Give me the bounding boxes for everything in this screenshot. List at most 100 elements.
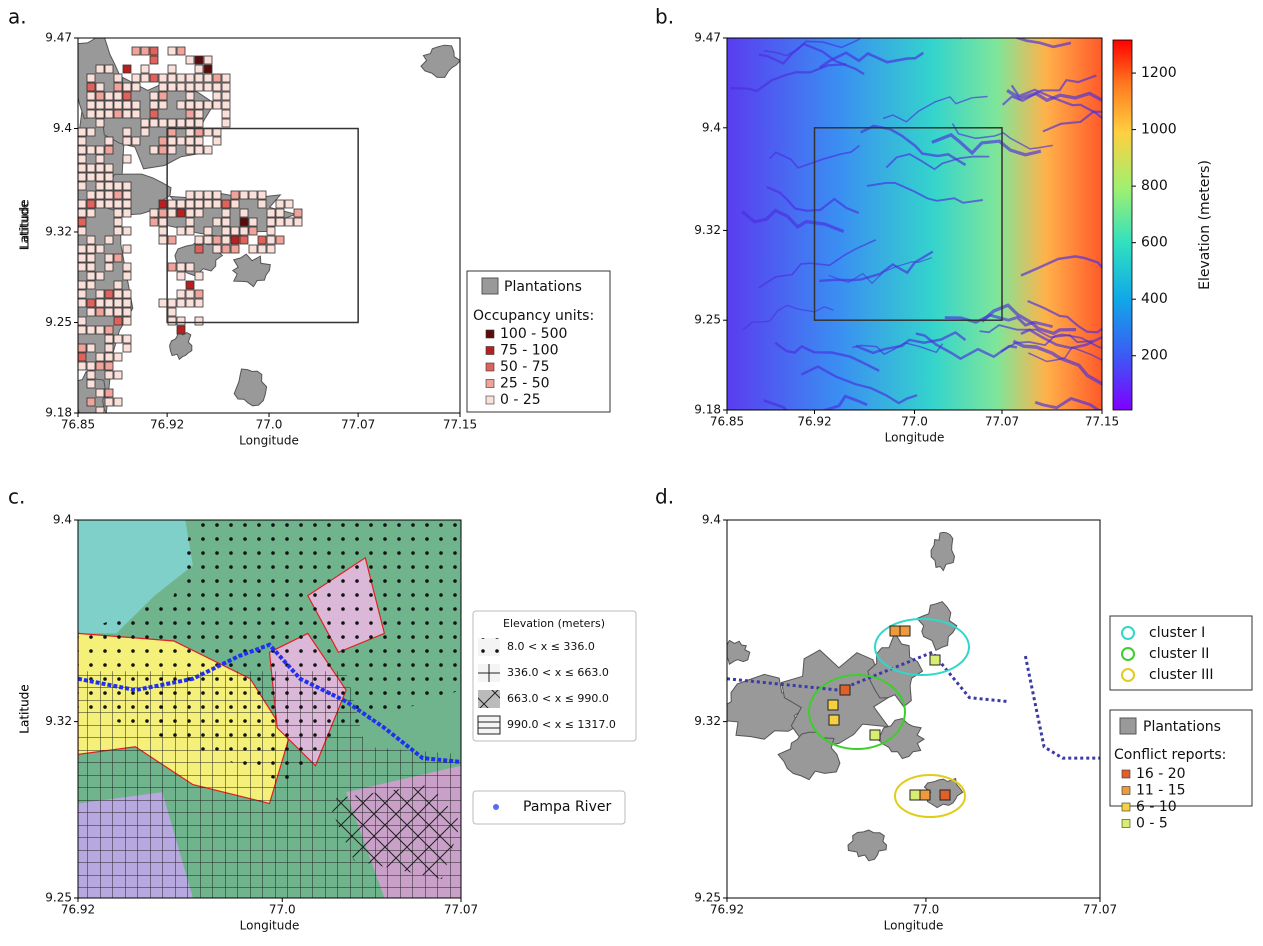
occupancy-cell xyxy=(114,299,122,307)
occupancy-cell xyxy=(87,200,95,208)
occupancy-cell xyxy=(105,290,113,298)
occupancy-cell xyxy=(105,299,113,307)
occupancy-cell xyxy=(276,200,284,208)
occupancy-cell xyxy=(96,362,104,370)
occupancy-cell xyxy=(186,74,194,82)
occupancy-cell xyxy=(132,83,140,91)
panel-label: c. xyxy=(8,485,25,509)
legend-swatch xyxy=(486,363,494,371)
y-tick-label: 9.25 xyxy=(694,313,721,327)
occupancy-cell xyxy=(213,74,221,82)
occupancy-cell xyxy=(168,200,176,208)
occupancy-cell xyxy=(222,236,230,244)
occupancy-cell xyxy=(96,65,104,73)
legend-swatch xyxy=(486,380,494,388)
occupancy-cell xyxy=(159,209,167,217)
legend-label: 100 - 500 xyxy=(500,326,567,342)
occupancy-cell xyxy=(240,191,248,199)
occupancy-cell xyxy=(231,245,239,253)
occupancy-cell xyxy=(258,236,266,244)
occupancy-cell xyxy=(240,209,248,217)
occupancy-cell xyxy=(105,164,113,172)
legend-swatch xyxy=(1122,787,1130,795)
legend-label: 663.0 < x ≤ 990.0 xyxy=(507,692,609,705)
occupancy-cell xyxy=(186,263,194,271)
occupancy-cell xyxy=(204,56,212,64)
occupancy-cell xyxy=(159,137,167,145)
occupancy-cell xyxy=(150,101,158,109)
occupancy-cell xyxy=(114,317,122,325)
occupancy-cell xyxy=(168,299,176,307)
occupancy-cell xyxy=(150,74,158,82)
conflict-site xyxy=(910,790,920,800)
occupancy-cell xyxy=(96,164,104,172)
occupancy-cell xyxy=(78,290,86,298)
occupancy-cell xyxy=(105,344,113,352)
occupancy-cell xyxy=(168,65,176,73)
x-axis-label: Longitude xyxy=(885,431,945,445)
legend-label: 25 - 50 xyxy=(500,376,550,392)
occupancy-cell xyxy=(87,254,95,262)
occupancy-cell xyxy=(267,209,275,217)
occupancy-cell xyxy=(159,299,167,307)
legend-label: 11 - 15 xyxy=(1136,783,1186,799)
occupancy-cell xyxy=(213,218,221,226)
conflict-site xyxy=(930,655,940,665)
occupancy-cell xyxy=(168,209,176,217)
occupancy-cell xyxy=(195,290,203,298)
occupancy-cell xyxy=(114,83,122,91)
occupancy-cell xyxy=(123,191,131,199)
occupancy-cell xyxy=(159,101,167,109)
legend-swatch xyxy=(1120,718,1136,734)
occupancy-cell xyxy=(105,182,113,190)
occupancy-cell xyxy=(123,263,131,271)
occupancy-cell xyxy=(204,74,212,82)
occupancy-cell xyxy=(114,281,122,289)
occupancy-cell xyxy=(78,200,86,208)
occupancy-cell xyxy=(105,92,113,100)
occupancy-cell xyxy=(204,65,212,73)
occupancy-cell xyxy=(105,398,113,406)
occupancy-cell xyxy=(276,209,284,217)
occupancy-cell xyxy=(186,56,194,64)
occupancy-cell xyxy=(213,245,221,253)
occupancy-cell xyxy=(114,218,122,226)
legend-label: 336.0 < x ≤ 663.0 xyxy=(507,666,609,679)
plantation xyxy=(778,732,840,779)
occupancy-cell xyxy=(177,137,185,145)
occupancy-cell xyxy=(141,128,149,136)
occupancy-cell xyxy=(123,92,131,100)
occupancy-cell xyxy=(222,101,230,109)
occupancy-cell xyxy=(87,101,95,109)
occupancy-cell xyxy=(87,398,95,406)
occupancy-cell xyxy=(213,200,221,208)
occupancy-cell xyxy=(177,83,185,91)
colorbar-tick-label: 800 xyxy=(1141,178,1168,194)
occupancy-cell xyxy=(78,173,86,181)
occupancy-cell xyxy=(222,227,230,235)
occupancy-cell xyxy=(168,263,176,271)
legend-swatch xyxy=(486,396,494,404)
legend-label: cluster III xyxy=(1149,667,1213,683)
occupancy-cell xyxy=(168,119,176,127)
occupancy-cell xyxy=(177,290,185,298)
occupancy-cell xyxy=(105,173,113,181)
occupancy-cell xyxy=(114,92,122,100)
y-tick-label: 9.32 xyxy=(45,714,72,728)
occupancy-cell xyxy=(123,272,131,280)
plantation xyxy=(421,45,460,77)
occupancy-cell xyxy=(195,101,203,109)
map-area xyxy=(78,520,461,898)
occupancy-cell xyxy=(96,200,104,208)
occupancy-cell xyxy=(177,227,185,235)
x-tick-label: 77.0 xyxy=(901,415,928,429)
y-tick-label: 9.32 xyxy=(694,714,721,728)
conflict-site xyxy=(920,790,930,800)
occupancy-cell xyxy=(177,263,185,271)
occupancy-cell xyxy=(168,74,176,82)
occupancy-cell xyxy=(87,110,95,118)
occupancy-cell xyxy=(114,209,122,217)
legend-swatch xyxy=(1122,803,1130,811)
occupancy-cell xyxy=(78,128,86,136)
occupancy-cell xyxy=(78,254,86,262)
